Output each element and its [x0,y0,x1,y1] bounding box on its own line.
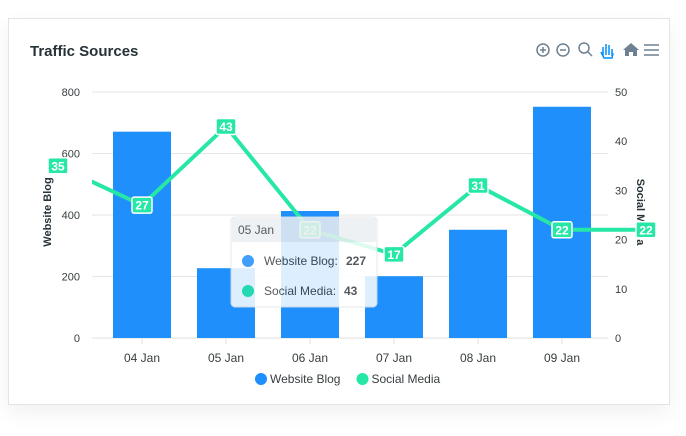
data-label: 43 [219,120,233,134]
home-icon[interactable] [623,43,639,56]
y-tick-label: 0 [74,333,80,345]
legend-marker [356,373,369,385]
tooltip: 05 Jan Website Blog: 227 Social Media: 43 [230,216,378,308]
tooltip-title: 05 Jan [238,223,274,237]
legend-label: Website Blog [270,372,340,386]
tooltip-label: Website Blog: [264,254,338,268]
data-label: 17 [387,248,401,262]
data-label-box [215,117,237,136]
data-label: 35 [51,159,65,173]
y2-tick-label: 40 [615,136,627,148]
chart-title: Traffic Sources [30,43,138,60]
y2-tick-label: 0 [615,333,621,345]
tooltip-value: 43 [344,284,358,298]
zoom-select-icon[interactable] [578,42,593,57]
tooltip-marker [242,285,254,297]
zoom-out-icon[interactable] [556,43,570,57]
tooltip-header [232,218,376,242]
x-tick-label: 09 Jan [544,351,580,365]
y-tick-label: 200 [62,272,80,284]
data-label-box [635,221,657,239]
data-label: 22 [555,223,569,237]
y2-tick-label: 30 [615,185,627,197]
menu-icon[interactable] [644,44,659,56]
y-tick-label: 800 [62,87,80,99]
y-axis-title: Website Blog [42,177,54,246]
y2-tick-label: 50 [615,87,627,99]
y-tick-label: 400 [62,210,80,222]
data-label: 31 [471,179,485,193]
tooltip-label: Social Media: [264,284,336,298]
data-label-box [467,176,489,195]
pan-icon[interactable] [600,44,614,59]
tooltip-value: 227 [346,254,366,268]
data-label: 27 [135,199,149,213]
bar [113,131,171,338]
data-label-box [383,245,405,264]
bar [449,229,507,338]
tooltip-marker [242,255,254,267]
x-tick-label: 07 Jan [376,351,412,365]
x-tick-label: 05 Jan [208,351,244,365]
data-label-box [551,221,573,239]
legend-label: Social Media [371,372,440,386]
data-label-box [131,196,153,214]
x-tick-label: 06 Jan [292,351,328,365]
x-tick-label: 04 Jan [124,351,160,365]
data-label-box [47,157,69,175]
y2-tick-label: 20 [615,235,627,247]
y2-tick-label: 10 [615,284,627,296]
x-tick-label: 08 Jan [460,351,496,365]
toolbar [536,42,659,59]
data-label: 22 [639,223,653,237]
legend-marker [255,373,267,385]
zoom-in-icon[interactable] [536,43,550,57]
